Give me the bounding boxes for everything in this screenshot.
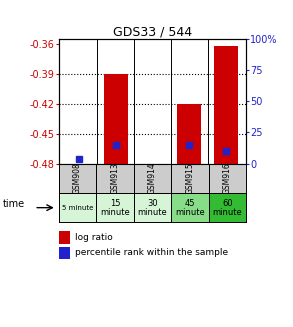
Text: log ratio: log ratio xyxy=(75,232,113,242)
Text: GSM908: GSM908 xyxy=(73,163,82,194)
Bar xyxy=(59,164,96,193)
Bar xyxy=(96,193,134,222)
Text: GSM915: GSM915 xyxy=(185,163,194,194)
Bar xyxy=(171,193,209,222)
Text: 45
minute: 45 minute xyxy=(175,199,205,217)
Bar xyxy=(171,164,209,193)
Title: GDS33 / 544: GDS33 / 544 xyxy=(113,25,192,38)
Text: 60
minute: 60 minute xyxy=(212,199,242,217)
Bar xyxy=(177,104,201,164)
Text: GSM916: GSM916 xyxy=(223,163,232,194)
Text: 15
minute: 15 minute xyxy=(100,199,130,217)
Text: GSM914: GSM914 xyxy=(148,163,157,194)
Text: GSM913: GSM913 xyxy=(110,163,119,194)
Text: time: time xyxy=(3,199,25,209)
Bar xyxy=(96,164,134,193)
Bar xyxy=(104,74,127,164)
Bar xyxy=(214,46,238,164)
Text: 5 minute: 5 minute xyxy=(62,205,93,211)
Text: 30
minute: 30 minute xyxy=(137,199,167,217)
Bar xyxy=(134,193,171,222)
Bar xyxy=(209,193,246,222)
Bar xyxy=(59,193,96,222)
Bar xyxy=(134,164,171,193)
Text: percentile rank within the sample: percentile rank within the sample xyxy=(75,248,228,257)
Bar xyxy=(209,164,246,193)
